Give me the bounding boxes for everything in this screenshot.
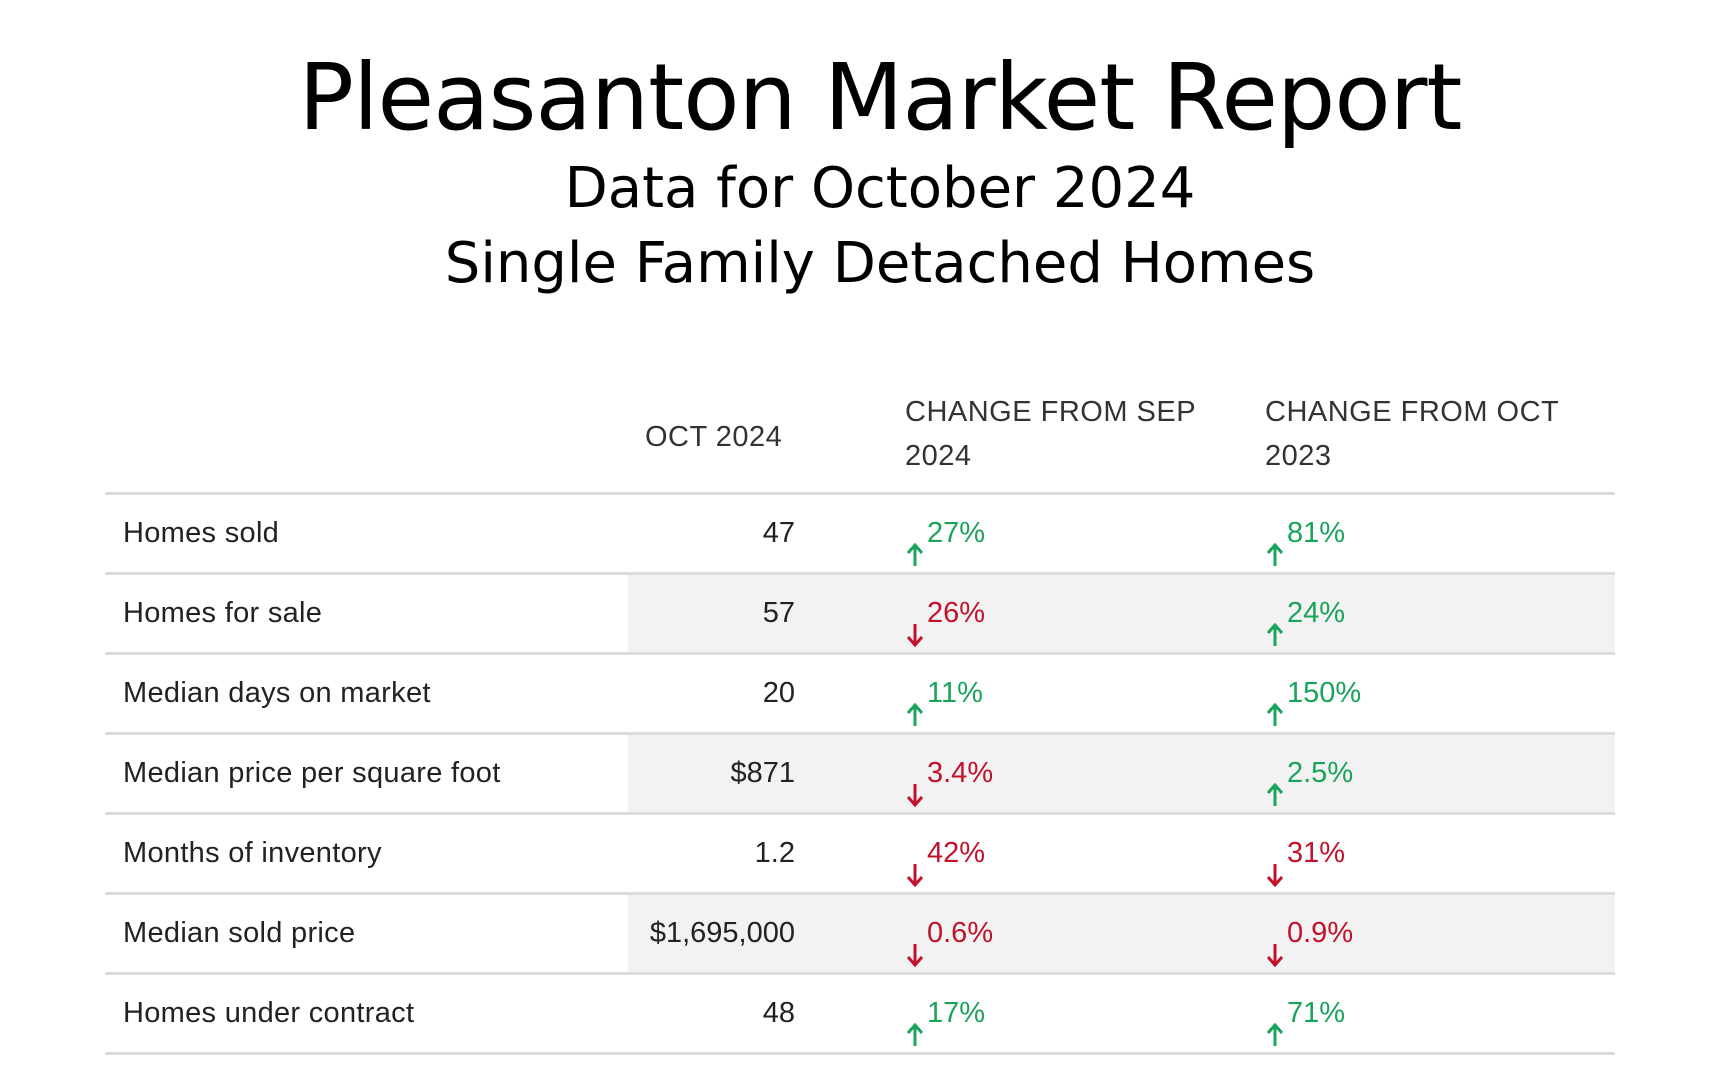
arrow-down-icon bbox=[1265, 921, 1285, 967]
arrow-up-icon bbox=[905, 521, 925, 566]
metric-value: 48 bbox=[762, 997, 795, 1029]
change-from-prev-year: 31% bbox=[1265, 815, 1345, 918]
change-percent: 31% bbox=[1287, 837, 1346, 869]
change-percent: 150% bbox=[1287, 677, 1362, 709]
change-from-prev-year: 81% bbox=[1265, 495, 1345, 598]
change-indicator: 31% bbox=[1265, 815, 1345, 892]
column-header-change-prev-month: CHANGE FROM SEP 2024 bbox=[905, 396, 1196, 472]
change-from-prev-month: 42% bbox=[905, 815, 985, 918]
arrow-up-icon bbox=[1265, 761, 1285, 806]
change-from-prev-month: 17% bbox=[905, 975, 985, 1078]
change-from-prev-month: 26% bbox=[905, 575, 985, 678]
change-from-prev-year: 71% bbox=[1265, 975, 1345, 1078]
change-indicator: 27% bbox=[905, 495, 985, 572]
change-from-prev-year: 150% bbox=[1265, 655, 1361, 758]
change-percent: 0.6% bbox=[927, 917, 994, 949]
table-row: Homes sold 47 27% 81% bbox=[105, 495, 1615, 575]
change-from-prev-month: 0.6% bbox=[905, 895, 993, 998]
change-indicator: 11% bbox=[905, 655, 983, 732]
change-percent: 11% bbox=[927, 677, 983, 709]
change-from-prev-month: 11% bbox=[905, 655, 983, 758]
table-row: Median days on market 20 11% 150% bbox=[105, 655, 1615, 735]
metric-label: Homes for sale bbox=[123, 597, 323, 629]
metric-label: Median price per square foot bbox=[123, 757, 501, 789]
table-header: OCT 2024 CHANGE FROM SEP 2024 CHANGE FRO… bbox=[105, 380, 1615, 495]
metric-label: Months of inventory bbox=[123, 837, 382, 869]
table-body: Homes sold 47 27% 81% Homes for sale 57 26% 24%… bbox=[105, 495, 1615, 1055]
metric-label: Median days on market bbox=[123, 677, 431, 709]
row-shading bbox=[628, 735, 1615, 812]
metric-value: 1.2 bbox=[754, 837, 795, 869]
change-indicator: 42% bbox=[905, 815, 985, 892]
metric-label: Homes sold bbox=[123, 517, 280, 549]
change-indicator: 24% bbox=[1265, 575, 1345, 652]
change-from-prev-year: 2.5% bbox=[1265, 735, 1353, 838]
change-percent: 2.5% bbox=[1287, 757, 1354, 789]
metric-label: Median sold price bbox=[123, 917, 356, 949]
metric-value: 47 bbox=[762, 517, 795, 549]
arrow-up-icon bbox=[905, 681, 925, 726]
metric-value: 20 bbox=[762, 677, 795, 709]
change-percent: 26% bbox=[927, 597, 986, 629]
arrow-down-icon bbox=[905, 601, 925, 647]
change-percent: 17% bbox=[927, 997, 986, 1029]
change-from-prev-month: 3.4% bbox=[905, 735, 993, 838]
change-indicator: 2.5% bbox=[1265, 735, 1353, 812]
arrow-up-icon bbox=[1265, 681, 1285, 726]
table-row: Median sold price $1,695,000 0.6% 0.9% bbox=[105, 895, 1615, 975]
page-title: Pleasanton Market Report bbox=[298, 44, 1462, 151]
change-indicator: 71% bbox=[1265, 975, 1345, 1052]
table-row: Homes for sale 57 26% 24% bbox=[105, 575, 1615, 655]
report-period: Data for October 2024 bbox=[564, 156, 1196, 221]
arrow-up-icon bbox=[1265, 601, 1285, 646]
arrow-up-icon bbox=[1265, 521, 1285, 566]
arrow-down-icon bbox=[905, 841, 925, 887]
change-from-prev-year: 24% bbox=[1265, 575, 1345, 678]
table-row: Median price per square foot $871 3.4% 2.5% bbox=[105, 735, 1615, 815]
row-shading bbox=[628, 895, 1615, 972]
change-indicator: 3.4% bbox=[905, 735, 993, 812]
market-stats-table: OCT 2024 CHANGE FROM SEP 2024 CHANGE FRO… bbox=[105, 380, 1615, 1055]
arrow-up-icon bbox=[905, 1001, 925, 1046]
arrow-up-icon bbox=[1265, 1001, 1285, 1046]
change-from-prev-year: 0.9% bbox=[1265, 895, 1353, 998]
column-header-change-prev-year: CHANGE FROM OCT 2023 bbox=[1265, 396, 1559, 472]
column-header-value: OCT 2024 bbox=[645, 421, 783, 453]
change-indicator: 26% bbox=[905, 575, 985, 652]
change-percent: 42% bbox=[927, 837, 986, 869]
change-percent: 71% bbox=[1287, 997, 1346, 1029]
change-percent: 3.4% bbox=[927, 757, 994, 789]
change-indicator: 81% bbox=[1265, 495, 1345, 572]
table-row: Months of inventory 1.2 42% 31% bbox=[105, 815, 1615, 895]
change-percent: 24% bbox=[1287, 597, 1346, 629]
arrow-down-icon bbox=[905, 921, 925, 967]
report-segment: Single Family Detached Homes bbox=[444, 231, 1316, 296]
change-indicator: 0.9% bbox=[1265, 895, 1353, 972]
change-percent: 0.9% bbox=[1287, 917, 1354, 949]
metric-value: 57 bbox=[762, 597, 795, 629]
arrow-down-icon bbox=[905, 761, 925, 807]
table-row: Homes under contract 48 17% 71% bbox=[105, 975, 1615, 1055]
change-indicator: 150% bbox=[1265, 655, 1361, 732]
metric-value: $871 bbox=[730, 757, 795, 789]
metric-label: Homes under contract bbox=[123, 997, 415, 1029]
change-from-prev-month: 27% bbox=[905, 495, 985, 598]
arrow-down-icon bbox=[1265, 841, 1285, 887]
change-percent: 81% bbox=[1287, 517, 1346, 549]
metric-value: $1,695,000 bbox=[649, 917, 795, 949]
change-indicator: 17% bbox=[905, 975, 985, 1052]
change-indicator: 0.6% bbox=[905, 895, 993, 972]
change-percent: 27% bbox=[927, 517, 986, 549]
row-shading bbox=[628, 575, 1615, 652]
